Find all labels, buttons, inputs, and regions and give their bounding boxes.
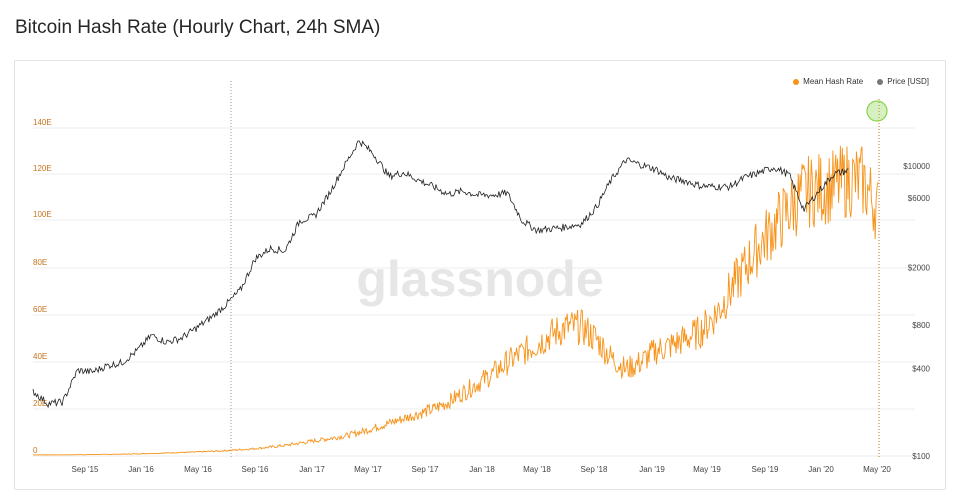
y-left-tick-label: 0: [33, 446, 38, 455]
x-tick-label: Jan '17: [299, 465, 325, 474]
y-left-tick-label: 80E: [33, 258, 47, 267]
legend-label-hash-rate: Mean Hash Rate: [803, 77, 864, 86]
legend-label-price: Price [USD]: [887, 77, 929, 86]
hash-rate-line: [33, 145, 879, 456]
chart-plot[interactable]: glassnode 0 20E 40E 60E 80E 100E 120E 140E $100 $4…: [15, 61, 945, 489]
y-left-tick-label: 40E: [33, 352, 47, 361]
x-tick-label: Sep '16: [242, 465, 269, 474]
x-tick-label: Jan '20: [808, 465, 834, 474]
chart-card: Mean Hash Rate Price [USD] glassnode 0 20E…: [14, 60, 946, 490]
hash-rate-legend-dot: [793, 78, 800, 85]
x-tick-label: Jan '18: [469, 465, 495, 474]
y-right-tick-label: $6000: [908, 194, 931, 203]
x-tick-label: Jan '19: [639, 465, 665, 474]
x-tick-label: May '20: [863, 465, 891, 474]
price-legend-dot: [877, 78, 884, 85]
y-right-tick-label: $800: [912, 321, 930, 330]
latest-value-highlight: [866, 100, 888, 122]
y-right-tick-label: $400: [912, 365, 930, 374]
x-tick-label: Sep '17: [412, 465, 439, 474]
legend-item-price[interactable]: Price [USD]: [877, 77, 929, 86]
y-left-tick-label: 20E: [33, 399, 47, 408]
price-line: [32, 140, 849, 409]
x-tick-label: Jan '16: [128, 465, 154, 474]
x-tick-label: May '16: [184, 465, 212, 474]
x-tick-label: Sep '19: [752, 465, 779, 474]
y-left-tick-label: 140E: [33, 118, 52, 127]
y-left-tick-label: 100E: [33, 210, 52, 219]
page-title: Bitcoin Hash Rate (Hourly Chart, 24h SMA…: [15, 17, 381, 38]
x-tick-label: May '18: [523, 465, 551, 474]
legend-item-hash-rate[interactable]: Mean Hash Rate: [793, 77, 863, 86]
y-left-tick-label: 120E: [33, 164, 52, 173]
y-right-tick-label: $100: [912, 452, 930, 461]
y-right-tick-label: $2000: [908, 263, 931, 272]
x-tick-label: May '19: [693, 465, 721, 474]
x-tick-label: May '17: [354, 465, 382, 474]
x-tick-label: Sep '18: [581, 465, 608, 474]
watermark: glassnode: [356, 251, 603, 307]
y-right-tick-label: $10000: [903, 162, 930, 171]
chart-legend: Mean Hash Rate Price [USD]: [793, 77, 929, 86]
x-tick-label: Sep '15: [72, 465, 99, 474]
y-left-tick-label: 60E: [33, 305, 47, 314]
